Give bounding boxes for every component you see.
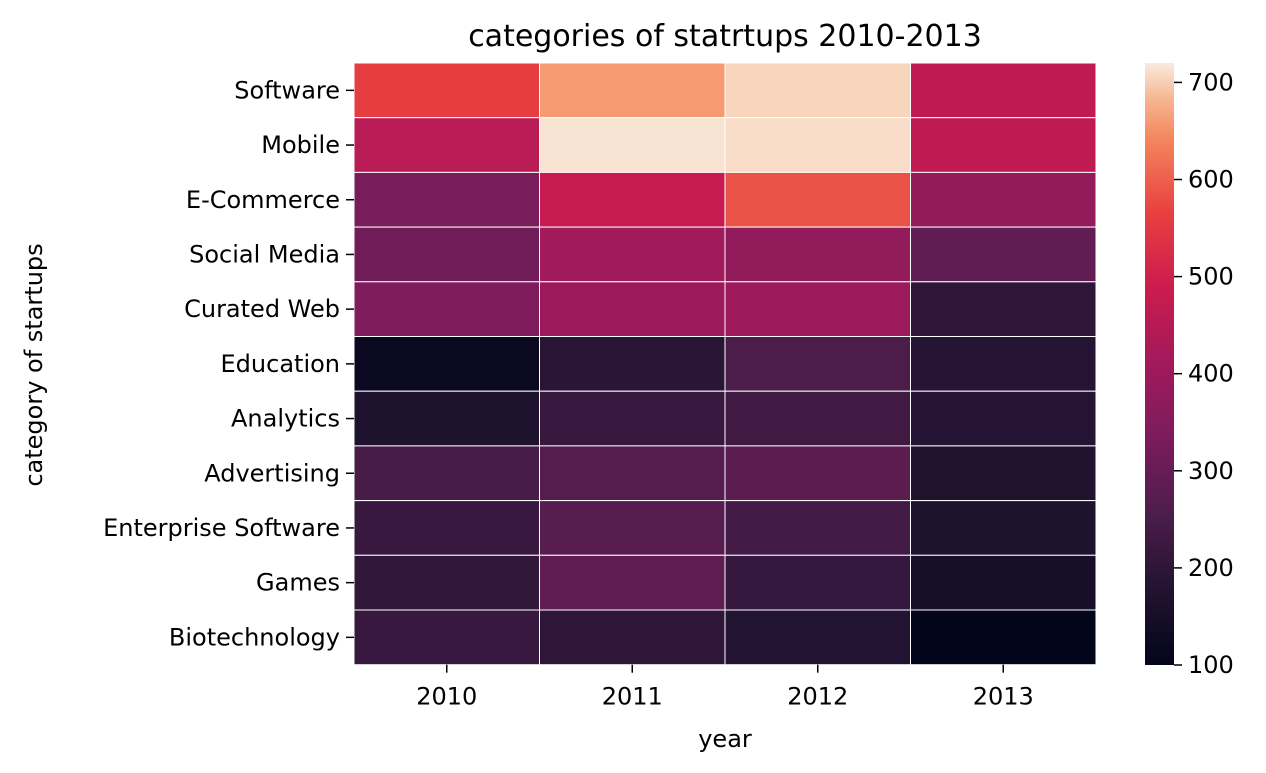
heatmap-cell [724,390,911,447]
heatmap-cell [353,171,540,228]
heatmap-cells [353,62,1097,666]
heatmap-cell [539,117,726,173]
heatmap-cell [910,554,1097,611]
heatmap-cell [724,171,911,228]
y-axis-label: category of startups [20,243,48,486]
x-tick-label: 2012 [787,683,848,711]
heatmap-cell [539,281,726,337]
heatmap-cell [910,500,1097,556]
heatmap-cell [539,171,726,228]
colorbar-tick-label: 400 [1188,360,1234,388]
heatmap-cell [910,390,1097,447]
heatmap-cell [353,336,540,392]
heatmap-cell [539,390,726,447]
colorbar-tick-label: 300 [1188,457,1234,485]
heatmap-cell [724,281,911,337]
heatmap-cell [539,226,726,283]
heatmap-cell [724,117,911,173]
heatmap-cell [910,171,1097,228]
colorbar-tick-label: 200 [1188,554,1234,582]
heatmap-cell [353,117,540,173]
heatmap-cell [910,226,1097,283]
x-tick-label: 2013 [973,683,1034,711]
heatmap-cell [539,445,726,502]
y-tick-label: Advertising [204,459,340,487]
heatmap-cell [539,554,726,611]
heatmap-cell [539,500,726,556]
heatmap-cell [724,609,911,666]
heatmap-cell [353,390,540,447]
y-tick-label: Curated Web [184,295,340,323]
heatmap-cell [353,554,540,611]
colorbar [1145,63,1174,665]
heatmap-cell [910,117,1097,173]
heatmap-cell [539,609,726,666]
y-tick-label: Education [221,350,340,378]
y-tick-label: Software [234,76,340,104]
heatmap-cell [910,609,1097,666]
heatmap-cell [353,500,540,556]
heatmap-cell [724,445,911,502]
heatmap-cell [724,500,911,556]
y-tick-label: Games [256,569,340,597]
heatmap-cell [910,62,1097,119]
chart-title: categories of statrtups 2010-2013 [468,19,982,54]
x-tick-label: 2011 [602,683,663,711]
heatmap-cell [724,62,911,119]
heatmap-cell [724,336,911,392]
heatmap-cell [353,609,540,666]
heatmap-cell [910,336,1097,392]
y-tick-label: Analytics [231,405,340,433]
colorbar-tick-label: 500 [1188,263,1234,291]
y-tick-label: Enterprise Software [103,514,340,542]
colorbar-tick-label: 600 [1188,166,1234,194]
colorbar-ticks: 100 200 300 400 500 600 700 [1174,68,1234,679]
heatmap-cell [353,445,540,502]
heatmap-cell [539,336,726,392]
heatmap-cell [353,62,540,119]
heatmap-cell [353,226,540,283]
heatmap-cell [910,281,1097,337]
heatmap-cell [353,281,540,337]
y-tick-label: Social Media [189,240,340,268]
x-axis-label: year [698,725,752,753]
y-tick-label: E-Commerce [186,186,340,214]
y-axis-ticks: Software Mobile E-Commerce Social Media Cura… [103,76,354,651]
heatmap-cell [910,445,1097,502]
x-tick-label: 2010 [416,683,477,711]
x-axis-ticks: 2010 2011 2012 2013 [416,664,1034,711]
colorbar-tick-label: 100 [1188,651,1234,679]
heatmap-cell [539,62,726,119]
colorbar-tick-label: 700 [1188,68,1234,96]
y-tick-label: Biotechnology [169,623,340,651]
y-tick-label: Mobile [261,131,340,159]
heatmap-cell [724,226,911,283]
heatmap-cell [724,554,911,611]
